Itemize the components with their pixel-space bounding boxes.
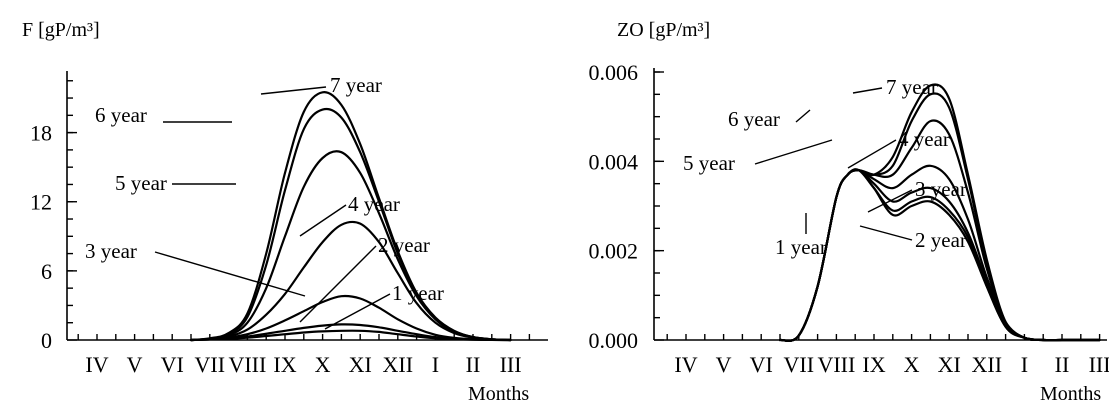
zo-series-leader: [867, 189, 913, 213]
zo-series-line: [778, 83, 1101, 342]
zo-y-tick-label: 0.004: [589, 149, 639, 174]
zo-x-tick-label: V: [716, 352, 732, 377]
f-series-line: [189, 107, 512, 342]
f-series-label: 5 year: [115, 171, 167, 195]
f-series-line: [189, 220, 512, 342]
zo-series-leader: [859, 225, 913, 241]
f-series-leader: [299, 204, 347, 237]
f-x-tick-label: X: [315, 352, 331, 377]
f-series-label: 6 year: [95, 103, 147, 127]
f-series-leader: [260, 86, 327, 95]
f-x-tick-label: VI: [161, 352, 184, 377]
f-x-tick-label: IV: [85, 352, 108, 377]
zo-x-tick-label: VII: [784, 352, 815, 377]
zo-y-tick-label: 0.006: [589, 60, 639, 85]
f-x-tick-label: XI: [349, 352, 372, 377]
f-y-tick-label: 12: [30, 190, 52, 215]
zo-series-label: 7 year: [886, 75, 938, 99]
f-series-leader: [299, 245, 377, 323]
zo-series-label: 1 year: [775, 235, 827, 259]
f-chart-ylabel: F [gP/m³]: [22, 19, 100, 41]
f-series-line: [189, 294, 512, 342]
f-x-tick-label: V: [127, 352, 143, 377]
zo-y-tick-label: 0.002: [589, 239, 639, 264]
zo-x-tick-label: XII: [972, 352, 1003, 377]
zo-series-leader: [852, 87, 883, 94]
zo-series-label: 6 year: [728, 107, 780, 131]
zo-x-tick-label: XI: [938, 352, 961, 377]
f-x-tick-label: IX: [273, 352, 296, 377]
zo-series-label: 4 year: [898, 127, 950, 151]
zo-series-label: 5 year: [683, 151, 735, 175]
zo-chart-ylabel: ZO [gP/m³]: [617, 19, 710, 41]
zo-x-tick-label: I: [1021, 352, 1028, 377]
zo-y-tick-label: 0.000: [589, 328, 639, 353]
zo-series-leader: [795, 109, 811, 123]
zo-x-tick-label: III: [1089, 352, 1109, 377]
f-series-line: [189, 150, 512, 342]
f-x-tick-label: VIII: [228, 352, 266, 377]
f-series-leader: [154, 251, 306, 297]
zo-chart-xlabel: Months: [1040, 383, 1101, 405]
zo-x-tick-label: IV: [674, 352, 697, 377]
zo-x-tick-label: II: [1055, 352, 1070, 377]
zo-series-leader: [754, 139, 833, 165]
f-x-tick-label: I: [432, 352, 439, 377]
zo-series-label: 2 year: [915, 228, 967, 252]
f-chart: F [gP/m³] Months 0 6 12 18 IV V VI VII VIII IX X XI…: [22, 19, 548, 405]
f-y-tick-label: 6: [41, 259, 52, 284]
f-y-tick-label: 0: [41, 328, 52, 353]
f-series-label: 7 year: [330, 73, 382, 97]
f-y-tick-label: 18: [30, 121, 52, 146]
zo-x-tick-label: VIII: [817, 352, 855, 377]
zo-x-tick-label: VI: [750, 352, 773, 377]
f-x-tick-label: III: [500, 352, 522, 377]
f-x-tick-label: XII: [383, 352, 414, 377]
f-x-tick-label: VII: [195, 352, 226, 377]
f-x-tick-label: II: [466, 352, 481, 377]
zo-x-tick-label: IX: [862, 352, 885, 377]
zo-series-leader: [847, 139, 897, 169]
zo-chart: ZO [gP/m³] Months 0.0000.0020.0040.006IV…: [589, 19, 1109, 405]
f-chart-xlabel: Months: [468, 383, 529, 405]
zo-x-tick-label: X: [904, 352, 920, 377]
f-series-line: [189, 91, 512, 342]
f-series-label: 3 year: [85, 239, 137, 263]
f-series-leader: [324, 293, 391, 330]
